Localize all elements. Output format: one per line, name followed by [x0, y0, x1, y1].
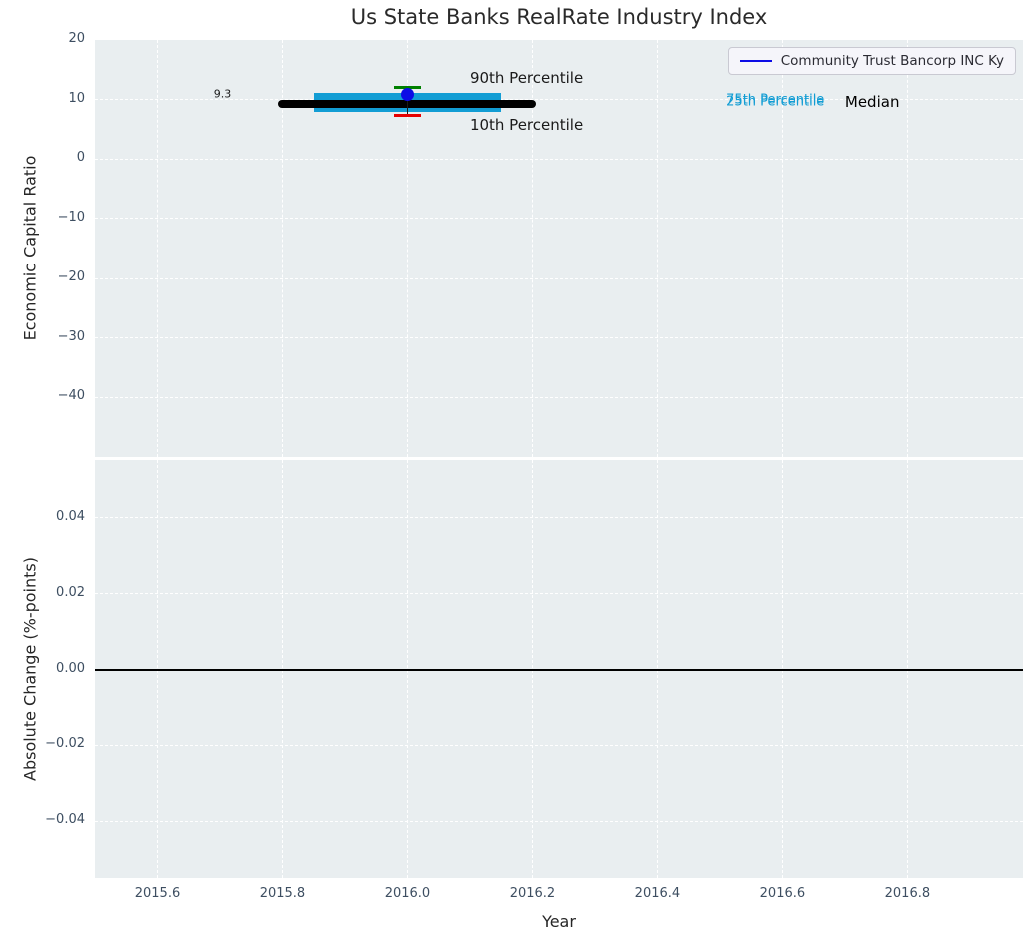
- y-tick-label: −0.02: [45, 736, 85, 752]
- y-gridline: [95, 396, 1023, 398]
- x-tick-label: 2016.4: [634, 886, 681, 901]
- p10-cap: [393, 113, 421, 117]
- y-gridline: [95, 593, 1023, 595]
- y-axis-label-top: Economic Capital Ratio: [20, 155, 40, 341]
- bottom-plot-area: 0.04 0.02 0.00 −0.02 −0.04 2015.6 2015.8 2016.0…: [45, 460, 1023, 901]
- y-tick-label: 0.00: [56, 660, 85, 676]
- y-gridline: [95, 820, 1023, 822]
- y-tick-label: −40: [57, 388, 85, 404]
- x-axis-label: Year: [542, 912, 576, 931]
- y-tick-label: −20: [57, 269, 85, 285]
- y-tick-label: 0.02: [56, 584, 85, 600]
- legend-line-swatch: [739, 60, 772, 62]
- x-gridline: [406, 40, 408, 457]
- y-tick-label: 0: [76, 150, 85, 166]
- legend: Community Trust Bancorp INC Ky: [727, 47, 1016, 75]
- x-tick-label: 2015.8: [259, 886, 306, 901]
- x-gridline: [781, 40, 783, 457]
- x-tick-label: 2016.6: [759, 886, 806, 901]
- y-tick-label: 10: [68, 90, 85, 106]
- annotation: 10th Percentile: [469, 116, 584, 135]
- annotation: 90th Percentile: [469, 69, 584, 88]
- x-gridline: [531, 40, 533, 457]
- x-gridline: [156, 40, 158, 457]
- x-tick-label: 2016.8: [884, 886, 931, 901]
- x-tick-label: 2016.2: [509, 886, 556, 901]
- x-tick-label: 2015.6: [134, 886, 181, 901]
- annotation: Median: [844, 92, 900, 111]
- y-tick-label: −0.04: [45, 812, 85, 828]
- y-tick-label: −30: [57, 328, 85, 344]
- whisker-line: [406, 87, 409, 116]
- y-gridline: [95, 337, 1023, 339]
- p90-cap: [393, 85, 421, 89]
- company-marker: [400, 87, 414, 101]
- zero-line: [95, 668, 1023, 671]
- y-tick-label: −10: [57, 209, 85, 225]
- annotation: 9.3: [213, 87, 232, 101]
- y-tick-label: 20: [68, 31, 85, 46]
- x-tick-label: 2016.0: [384, 886, 431, 901]
- legend-label: Community Trust Bancorp INC Ky: [780, 53, 1004, 69]
- y-gridline: [95, 744, 1023, 746]
- annotation: 75th Percentile: [726, 92, 825, 108]
- top-plot-area: Community Trust Bancorp INC Ky 20 10 0 −10 −…: [58, 31, 1023, 457]
- annotation: 25th Percentile: [726, 94, 825, 110]
- x-gridline: [656, 40, 658, 457]
- chart-title: Us State Banks RealRate Industry Index: [350, 5, 768, 29]
- y-gridline: [95, 99, 1023, 101]
- y-gridline: [95, 277, 1023, 279]
- y-gridline: [95, 218, 1023, 220]
- y-gridline: [95, 517, 1023, 519]
- y-tick-label: 0.04: [56, 508, 85, 524]
- x-gridline: [281, 40, 283, 457]
- y-gridline: [95, 158, 1023, 160]
- x-gridline: [906, 40, 908, 457]
